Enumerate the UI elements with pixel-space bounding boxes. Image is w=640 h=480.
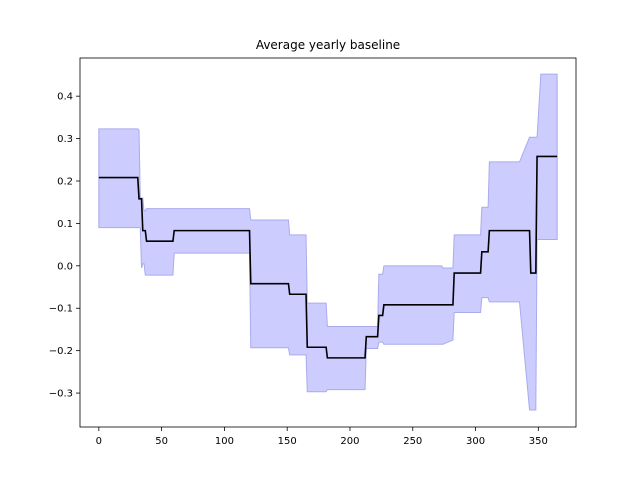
- x-tick-label: 0: [96, 436, 102, 447]
- y-tick-label: 0.3: [57, 134, 73, 145]
- x-tick-label: 350: [529, 436, 548, 447]
- x-tick-label: 200: [340, 436, 359, 447]
- x-tick-label: 300: [466, 436, 485, 447]
- baseline-line: [98, 155, 558, 359]
- y-tick-label: −0.2: [49, 346, 73, 357]
- x-axis: 0 50 100 150 200 250 300 350: [96, 427, 548, 447]
- y-tick-label: 0.1: [57, 219, 73, 230]
- y-tick-label: 0.2: [57, 177, 73, 188]
- x-tick-label: 150: [278, 436, 297, 447]
- confidence-band: [98, 73, 558, 411]
- y-tick-label: 0.0: [57, 261, 73, 272]
- baseline-line-layer: [98, 155, 558, 359]
- chart-title: Average yearly baseline: [256, 38, 400, 52]
- x-tick-label: 250: [403, 436, 422, 447]
- y-tick-label: −0.1: [49, 304, 73, 315]
- y-tick-label: 0.4: [57, 92, 73, 103]
- x-tick-label: 100: [215, 436, 234, 447]
- axes-frame: [79, 57, 577, 428]
- x-tick-label: 50: [155, 436, 168, 447]
- y-tick-label: −0.3: [49, 389, 73, 400]
- confidence-band-layer: [98, 73, 558, 411]
- y-axis: −0.3 −0.2 −0.1 0.0 0.1 0.2 0.3 0.4: [49, 92, 80, 400]
